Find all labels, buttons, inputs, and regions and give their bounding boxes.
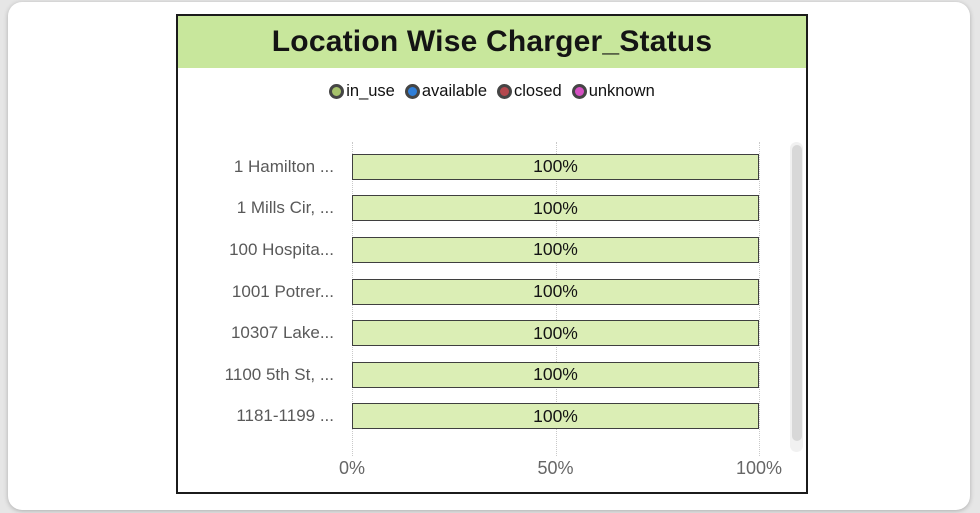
vertical-scrollbar[interactable] <box>790 142 803 452</box>
category-label: 1 Mills Cir, ... <box>236 198 334 218</box>
bar-track: 100% <box>352 403 759 430</box>
gridline <box>759 142 760 456</box>
bar-segment-in_use[interactable]: 100% <box>352 195 759 222</box>
category-label: 1 Hamilton ... <box>233 156 334 176</box>
bar-row: 1181-1199 ... 100% <box>178 396 806 438</box>
chart-frame: Location Wise Charger_Status in_use avai… <box>176 14 808 494</box>
bar-track: 100% <box>352 278 759 305</box>
bar-row: 1 Hamilton ... 100% <box>178 146 806 188</box>
bar-row: 100 Hospita... 100% <box>178 229 806 271</box>
category-label: 1100 5th St, ... <box>224 364 334 384</box>
chart-title: Location Wise Charger_Status <box>178 16 806 68</box>
legend-marker-icon <box>497 84 512 99</box>
bar-segment-in_use[interactable]: 100% <box>352 278 759 305</box>
bar-track: 100% <box>352 236 759 263</box>
x-axis-tick: 50% <box>537 458 574 478</box>
bar-track: 100% <box>352 153 759 180</box>
x-axis-tick: 0% <box>338 458 366 478</box>
legend-label: closed <box>514 82 562 100</box>
bar-row: 1001 Potrer... 100% <box>178 271 806 313</box>
legend-item[interactable]: in_use <box>329 82 395 101</box>
bar-track: 100% <box>352 361 759 388</box>
plot-area: 1 Hamilton ... 100% 1 Mills Cir, ... 100… <box>178 146 806 437</box>
legend-marker-icon <box>404 84 420 99</box>
legend-marker-icon <box>329 84 345 99</box>
x-axis-tick: 100% <box>735 458 783 478</box>
bar-track: 100% <box>352 195 759 222</box>
bar-row: 1100 5th St, ... 100% <box>178 354 806 396</box>
bar-track: 100% <box>352 320 759 347</box>
bar-row: 10307 Lake... 100% <box>178 312 806 354</box>
bar-row: 1 Mills Cir, ... 100% <box>178 188 806 230</box>
scrollbar-thumb[interactable] <box>791 145 802 441</box>
legend-marker-icon <box>571 84 587 99</box>
bar-segment-in_use[interactable]: 100% <box>352 361 759 388</box>
legend-item[interactable]: available <box>404 82 487 101</box>
bar-segment-in_use[interactable]: 100% <box>352 403 759 430</box>
legend-item[interactable]: unknown <box>571 82 655 101</box>
legend-label: unknown <box>588 82 655 100</box>
bar-segment-in_use[interactable]: 100% <box>352 320 759 347</box>
bar-segment-in_use[interactable]: 100% <box>352 153 759 180</box>
category-label: 10307 Lake... <box>230 323 334 343</box>
legend-label: in_use <box>346 82 395 100</box>
category-label: 100 Hospita... <box>229 239 334 259</box>
category-label: 1181-1199 ... <box>236 406 334 426</box>
chart-card: Location Wise Charger_Status in_use avai… <box>8 2 970 510</box>
legend: in_use available closed unknown <box>178 82 806 101</box>
category-label: 1001 Potrer... <box>231 281 334 301</box>
bar-segment-in_use[interactable]: 100% <box>352 236 759 263</box>
legend-item[interactable]: closed <box>497 82 562 101</box>
legend-label: available <box>421 82 487 100</box>
